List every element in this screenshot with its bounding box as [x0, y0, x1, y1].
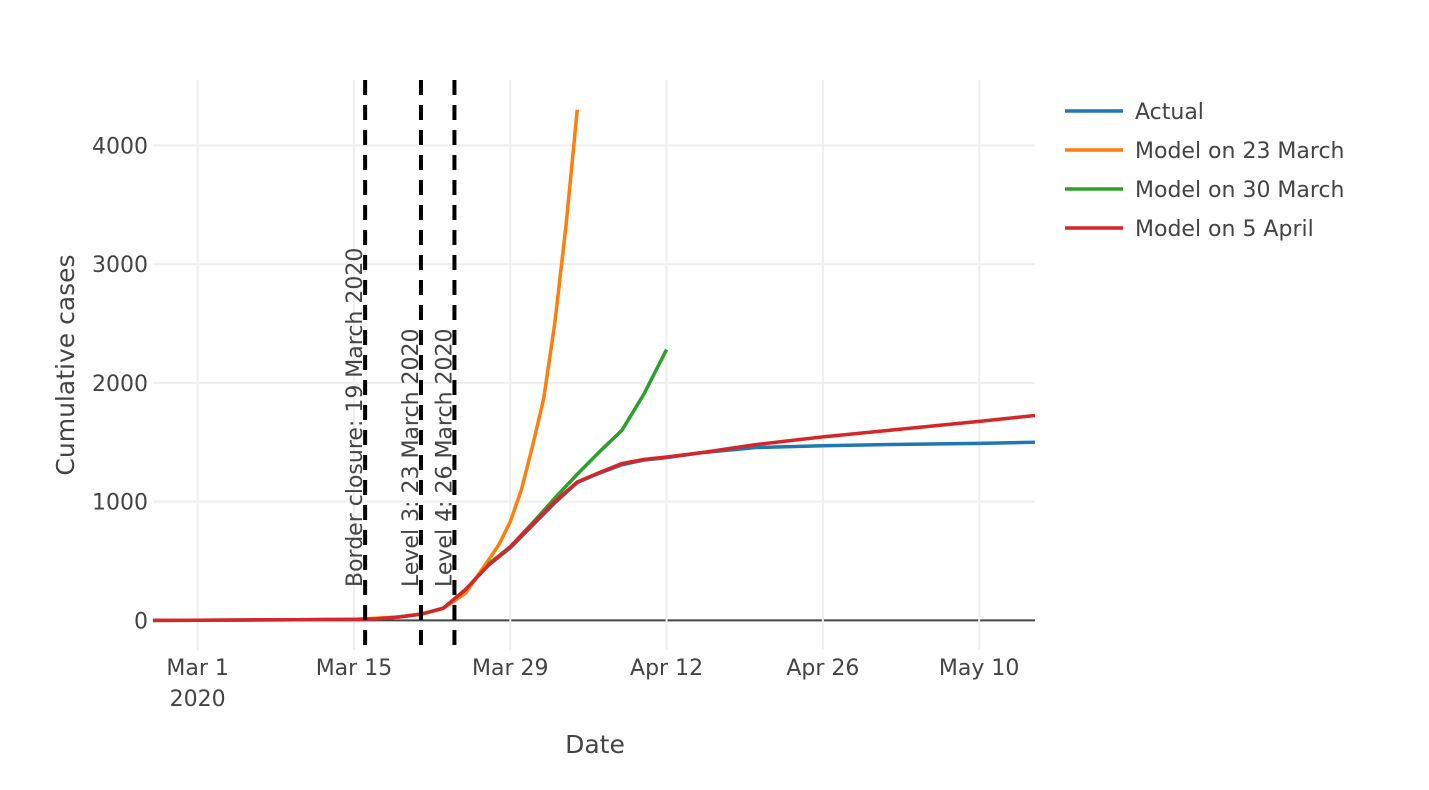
- event-label: Level 3: 23 March 2020: [399, 329, 424, 588]
- y-tick-label: 0: [134, 609, 148, 634]
- x-tick-label: Mar 29: [472, 656, 549, 681]
- legend-label: Model on 30 March: [1135, 178, 1345, 203]
- y-axis-title: Cumulative cases: [51, 254, 80, 475]
- series-line: [486, 348, 669, 566]
- y-tick-label: 3000: [92, 253, 148, 278]
- event-label: Level 4: 26 March 2020: [432, 329, 457, 588]
- event-label: Border closure: 19 March 2020: [343, 248, 368, 587]
- legend-label: Actual: [1135, 100, 1204, 125]
- x-axis-title: Date: [565, 730, 625, 759]
- legend-label: Model on 23 March: [1135, 139, 1345, 164]
- x-tick-label: Apr 26: [786, 656, 859, 681]
- x-tick-label: May 10: [939, 656, 1019, 681]
- x-tick-label: Mar 1: [166, 656, 229, 681]
- y-tick-label: 4000: [92, 134, 148, 159]
- x-tick-label: Apr 12: [630, 656, 703, 681]
- legend-label: Model on 5 April: [1135, 217, 1314, 242]
- y-tick-label: 2000: [92, 372, 148, 397]
- series-line: [152, 440, 1036, 623]
- x-tick-label: Mar 15: [316, 656, 393, 681]
- y-tick-label: 1000: [92, 491, 148, 516]
- x-tick-sublabel: 2020: [170, 687, 226, 712]
- series-line: [152, 413, 1036, 623]
